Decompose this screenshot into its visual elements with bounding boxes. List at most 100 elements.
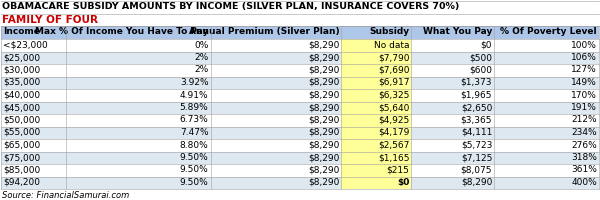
Bar bbox=[1, 127, 599, 139]
Bar bbox=[1, 76, 599, 89]
Text: 9.50%: 9.50% bbox=[180, 153, 209, 162]
Text: $8,290: $8,290 bbox=[308, 66, 340, 74]
Text: $6,325: $6,325 bbox=[378, 90, 409, 99]
Bar bbox=[341, 176, 412, 189]
Text: $2,567: $2,567 bbox=[378, 140, 409, 150]
Bar bbox=[1, 176, 599, 189]
Bar bbox=[1, 64, 599, 76]
Text: <$23,000: <$23,000 bbox=[3, 40, 48, 49]
Text: % Of Poverty Level: % Of Poverty Level bbox=[500, 27, 597, 36]
Text: $55,000: $55,000 bbox=[3, 128, 40, 137]
Bar bbox=[341, 51, 412, 64]
Text: $85,000: $85,000 bbox=[3, 166, 40, 174]
Text: $1,965: $1,965 bbox=[461, 90, 492, 99]
Text: $0: $0 bbox=[481, 40, 492, 49]
Text: 2%: 2% bbox=[194, 53, 209, 62]
Bar bbox=[1, 26, 599, 39]
Bar bbox=[1, 102, 599, 114]
Text: $8,290: $8,290 bbox=[308, 153, 340, 162]
Text: 9.50%: 9.50% bbox=[180, 178, 209, 187]
Bar bbox=[1, 39, 599, 51]
Bar bbox=[1, 164, 599, 176]
Bar bbox=[341, 39, 412, 51]
Text: 361%: 361% bbox=[571, 166, 597, 174]
Bar bbox=[341, 139, 412, 152]
Text: 100%: 100% bbox=[571, 40, 597, 49]
Text: $4,111: $4,111 bbox=[461, 128, 492, 137]
Text: $8,290: $8,290 bbox=[308, 140, 340, 150]
Text: 276%: 276% bbox=[571, 140, 597, 150]
Text: 170%: 170% bbox=[571, 90, 597, 99]
Text: 9.50%: 9.50% bbox=[180, 166, 209, 174]
Text: $7,125: $7,125 bbox=[461, 153, 492, 162]
Text: $45,000: $45,000 bbox=[3, 103, 40, 112]
Bar bbox=[341, 102, 412, 114]
Text: 3.92%: 3.92% bbox=[180, 78, 209, 87]
Text: $8,075: $8,075 bbox=[461, 166, 492, 174]
Bar bbox=[341, 164, 412, 176]
Bar bbox=[1, 51, 599, 64]
Text: 191%: 191% bbox=[571, 103, 597, 112]
Text: 8.80%: 8.80% bbox=[180, 140, 209, 150]
Bar bbox=[1, 89, 599, 102]
Text: What You Pay: What You Pay bbox=[423, 27, 492, 36]
Text: $40,000: $40,000 bbox=[3, 90, 40, 99]
Text: $7,690: $7,690 bbox=[378, 66, 409, 74]
Text: $8,290: $8,290 bbox=[308, 103, 340, 112]
Text: 127%: 127% bbox=[571, 66, 597, 74]
Text: 5.89%: 5.89% bbox=[180, 103, 209, 112]
Text: $8,290: $8,290 bbox=[308, 78, 340, 87]
Text: $3,365: $3,365 bbox=[461, 116, 492, 124]
Text: 2%: 2% bbox=[194, 66, 209, 74]
Text: FAMILY OF FOUR: FAMILY OF FOUR bbox=[2, 15, 98, 25]
Text: $1,165: $1,165 bbox=[378, 153, 409, 162]
Text: $8,290: $8,290 bbox=[308, 53, 340, 62]
Text: Annual Premium (Silver Plan): Annual Premium (Silver Plan) bbox=[189, 27, 340, 36]
Bar bbox=[341, 127, 412, 139]
Text: $8,290: $8,290 bbox=[308, 166, 340, 174]
Text: 400%: 400% bbox=[571, 178, 597, 187]
Text: $6,917: $6,917 bbox=[378, 78, 409, 87]
Text: $8,290: $8,290 bbox=[308, 128, 340, 137]
Text: $600: $600 bbox=[469, 66, 492, 74]
Bar bbox=[1, 152, 599, 164]
Text: Subsidy: Subsidy bbox=[369, 27, 409, 36]
Text: No data: No data bbox=[374, 40, 409, 49]
Text: $0: $0 bbox=[397, 178, 409, 187]
Text: $8,290: $8,290 bbox=[308, 116, 340, 124]
Text: $4,179: $4,179 bbox=[378, 128, 409, 137]
Text: $8,290: $8,290 bbox=[461, 178, 492, 187]
Text: $5,640: $5,640 bbox=[378, 103, 409, 112]
Text: Max % Of Income You Have To Pay: Max % Of Income You Have To Pay bbox=[35, 27, 209, 36]
Text: Source: FinancialSamurai.com: Source: FinancialSamurai.com bbox=[2, 190, 129, 200]
Text: $7,790: $7,790 bbox=[378, 53, 409, 62]
Text: 212%: 212% bbox=[571, 116, 597, 124]
Text: $30,000: $30,000 bbox=[3, 66, 40, 74]
Text: Income: Income bbox=[3, 27, 40, 36]
Bar bbox=[341, 114, 412, 127]
Bar bbox=[1, 139, 599, 152]
Text: $8,290: $8,290 bbox=[308, 90, 340, 99]
Text: $4,925: $4,925 bbox=[378, 116, 409, 124]
Text: OBAMACARE SUBSIDY AMOUNTS BY INCOME (SILVER PLAN, INSURANCE COVERS 70%): OBAMACARE SUBSIDY AMOUNTS BY INCOME (SIL… bbox=[2, 2, 460, 11]
Text: $25,000: $25,000 bbox=[3, 53, 40, 62]
Text: 4.91%: 4.91% bbox=[180, 90, 209, 99]
Text: $75,000: $75,000 bbox=[3, 153, 40, 162]
Text: 7.47%: 7.47% bbox=[180, 128, 209, 137]
Text: $8,290: $8,290 bbox=[308, 40, 340, 49]
Text: 6.73%: 6.73% bbox=[180, 116, 209, 124]
Bar bbox=[341, 64, 412, 76]
Text: 149%: 149% bbox=[571, 78, 597, 87]
Bar bbox=[341, 152, 412, 164]
Text: 106%: 106% bbox=[571, 53, 597, 62]
Text: 318%: 318% bbox=[571, 153, 597, 162]
Bar bbox=[1, 114, 599, 127]
Text: 0%: 0% bbox=[194, 40, 209, 49]
Text: $1,373: $1,373 bbox=[461, 78, 492, 87]
Text: $35,000: $35,000 bbox=[3, 78, 40, 87]
Text: $215: $215 bbox=[386, 166, 409, 174]
Text: $8,290: $8,290 bbox=[308, 178, 340, 187]
Text: $500: $500 bbox=[469, 53, 492, 62]
Bar bbox=[341, 76, 412, 89]
Text: $94,200: $94,200 bbox=[3, 178, 40, 187]
